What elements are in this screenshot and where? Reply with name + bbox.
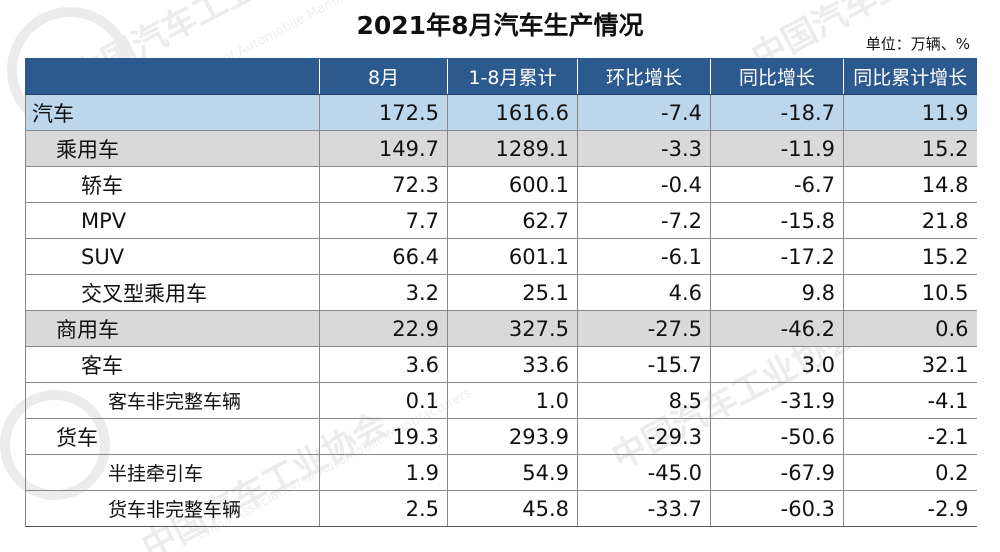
- cell-jan-aug-cumulative: 62.7: [447, 202, 578, 239]
- cell-jan-aug-cumulative: 54.9: [447, 454, 578, 491]
- row-label: 货车: [25, 418, 320, 455]
- cell-yoy-cumulative-growth: 15.2: [843, 238, 977, 275]
- cell-jan-aug-cumulative: 1616.6: [447, 94, 578, 131]
- cell-yoy-growth: -31.9: [710, 382, 844, 419]
- cell-mom-growth: -7.2: [577, 202, 711, 239]
- cell-yoy-cumulative-growth: 15.2: [843, 130, 977, 167]
- cell-jan-aug-cumulative: 45.8: [447, 490, 578, 527]
- cell-yoy-cumulative-growth: 0.2: [843, 454, 977, 491]
- cell-august: 7.7: [319, 202, 448, 239]
- cell-jan-aug-cumulative: 25.1: [447, 274, 578, 311]
- cell-yoy-growth: -6.7: [710, 166, 844, 203]
- cell-mom-growth: 8.5: [577, 382, 711, 419]
- row-label: 客车: [25, 346, 320, 383]
- table-row: 交叉型乘用车 3.2 25.1 4.6 9.8 10.5: [25, 274, 977, 311]
- cell-yoy-growth: -11.9: [710, 130, 844, 167]
- row-label: 半挂牵引车: [25, 454, 320, 491]
- cell-yoy-growth: -15.8: [710, 202, 844, 239]
- row-label: 汽车: [25, 94, 320, 131]
- table-body: 汽车 172.5 1616.6 -7.4 -18.7 11.9 乘用车 149.7 1289.1…: [25, 94, 977, 527]
- cell-yoy-growth: 3.0: [710, 346, 844, 383]
- cell-yoy-growth: -50.6: [710, 418, 844, 455]
- header-yoy-growth: 同比增长: [710, 58, 844, 95]
- cell-mom-growth: -15.7: [577, 346, 711, 383]
- cell-jan-aug-cumulative: 1289.1: [447, 130, 578, 167]
- cell-yoy-growth: -67.9: [710, 454, 844, 491]
- table-row: SUV 66.4 601.1 -6.1 -17.2 15.2: [25, 238, 977, 275]
- cell-yoy-cumulative-growth: -4.1: [843, 382, 977, 419]
- table-row: 轿车 72.3 600.1 -0.4 -6.7 14.8: [25, 166, 977, 203]
- table-row: 半挂牵引车 1.9 54.9 -45.0 -67.9 0.2: [25, 454, 977, 491]
- cell-yoy-cumulative-growth: 11.9: [843, 94, 977, 131]
- cell-yoy-cumulative-growth: 32.1: [843, 346, 977, 383]
- cell-jan-aug-cumulative: 600.1: [447, 166, 578, 203]
- cell-august: 19.3: [319, 418, 448, 455]
- table-row: 乘用车 149.7 1289.1 -3.3 -11.9 15.2: [25, 130, 977, 167]
- cell-jan-aug-cumulative: 601.1: [447, 238, 578, 275]
- header-mom-growth: 环比增长: [577, 58, 711, 95]
- row-label: 交叉型乘用车: [25, 274, 320, 311]
- table-row: 客车 3.6 33.6 -15.7 3.0 32.1: [25, 346, 977, 383]
- table-row: MPV 7.7 62.7 -7.2 -15.8 21.8: [25, 202, 977, 239]
- row-label: SUV: [25, 238, 320, 275]
- row-label: MPV: [25, 202, 320, 239]
- cell-yoy-cumulative-growth: 21.8: [843, 202, 977, 239]
- cell-mom-growth: -45.0: [577, 454, 711, 491]
- table-row: 客车非完整车辆 0.1 1.0 8.5 -31.9 -4.1: [25, 382, 977, 419]
- table-row: 商用车 22.9 327.5 -27.5 -46.2 0.6: [25, 310, 977, 347]
- cell-yoy-growth: -46.2: [710, 310, 844, 347]
- header-august: 8月: [319, 58, 448, 95]
- cell-august: 66.4: [319, 238, 448, 275]
- cell-yoy-growth: -17.2: [710, 238, 844, 275]
- row-label: 货车非完整车辆: [25, 490, 320, 527]
- cell-august: 3.2: [319, 274, 448, 311]
- cell-mom-growth: -0.4: [577, 166, 711, 203]
- cell-august: 2.5: [319, 490, 448, 527]
- row-label: 轿车: [25, 166, 320, 203]
- cell-yoy-cumulative-growth: -2.9: [843, 490, 977, 527]
- cell-august: 149.7: [319, 130, 448, 167]
- header-jan-aug-cumulative: 1-8月累计: [447, 58, 578, 95]
- cell-jan-aug-cumulative: 327.5: [447, 310, 578, 347]
- cell-jan-aug-cumulative: 1.0: [447, 382, 578, 419]
- cell-yoy-growth: -18.7: [710, 94, 844, 131]
- cell-august: 72.3: [319, 166, 448, 203]
- cell-yoy-cumulative-growth: 14.8: [843, 166, 977, 203]
- header-yoy-cumulative-growth: 同比累计增长: [843, 58, 977, 95]
- cell-august: 0.1: [319, 382, 448, 419]
- cell-mom-growth: -33.7: [577, 490, 711, 527]
- cell-mom-growth: -6.1: [577, 238, 711, 275]
- cell-mom-growth: -27.5: [577, 310, 711, 347]
- cell-mom-growth: 4.6: [577, 274, 711, 311]
- row-label: 客车非完整车辆: [25, 382, 320, 419]
- table-row: 汽车 172.5 1616.6 -7.4 -18.7 11.9: [25, 94, 977, 131]
- unit-label: 单位：万辆、%: [865, 35, 970, 53]
- row-label: 乘用车: [25, 130, 320, 167]
- row-label: 商用车: [25, 310, 320, 347]
- page-title: 2021年8月汽车生产情况: [356, 11, 644, 40]
- cell-jan-aug-cumulative: 33.6: [447, 346, 578, 383]
- production-table: 8月 1-8月累计 环比增长 同比增长 同比累计增长 汽车 172.5 1616.6…: [25, 58, 977, 527]
- cell-august: 22.9: [319, 310, 448, 347]
- cell-yoy-cumulative-growth: 0.6: [843, 310, 977, 347]
- cell-august: 1.9: [319, 454, 448, 491]
- table-row: 货车非完整车辆 2.5 45.8 -33.7 -60.3 -2.9: [25, 490, 977, 527]
- cell-yoy-cumulative-growth: -2.1: [843, 418, 977, 455]
- cell-mom-growth: -7.4: [577, 94, 711, 131]
- table-row: 货车 19.3 293.9 -29.3 -50.6 -2.1: [25, 418, 977, 455]
- cell-jan-aug-cumulative: 293.9: [447, 418, 578, 455]
- cell-yoy-growth: -60.3: [710, 490, 844, 527]
- table-header-row: 8月 1-8月累计 环比增长 同比增长 同比累计增长: [25, 58, 977, 95]
- cell-august: 172.5: [319, 94, 448, 131]
- cell-yoy-cumulative-growth: 10.5: [843, 274, 977, 311]
- cell-mom-growth: -29.3: [577, 418, 711, 455]
- cell-august: 3.6: [319, 346, 448, 383]
- header-category: [25, 58, 320, 95]
- cell-mom-growth: -3.3: [577, 130, 711, 167]
- cell-yoy-growth: 9.8: [710, 274, 844, 311]
